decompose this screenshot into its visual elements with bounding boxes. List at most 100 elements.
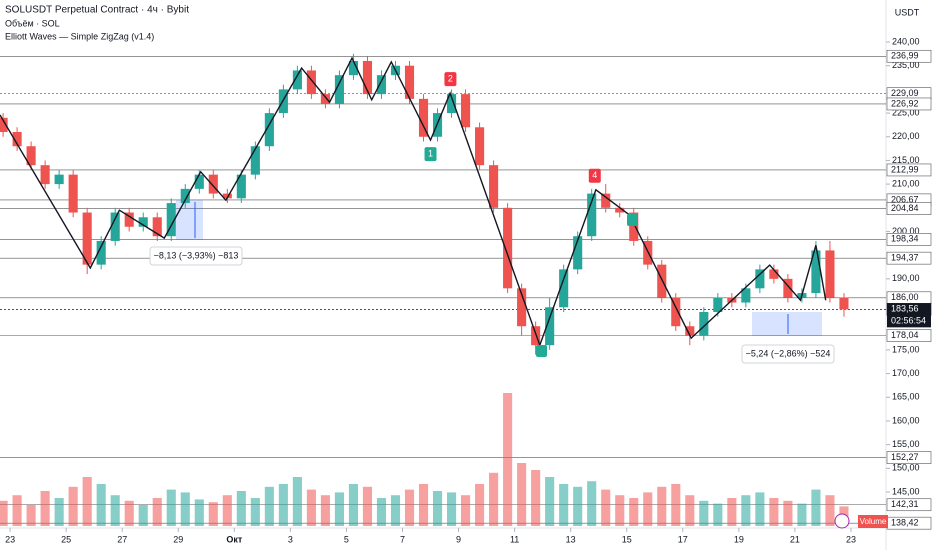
- wave-label: 1: [428, 148, 433, 158]
- candle-body: [615, 207, 625, 213]
- volume-bar: [208, 502, 218, 526]
- volume-bar: [446, 492, 457, 526]
- y-tick-label: 155,00: [892, 439, 920, 449]
- measure-label: −5,24 (−2,86%) −524: [746, 348, 831, 358]
- y-tick-label: 170,00: [892, 368, 920, 378]
- indicator-title: Elliott Waves — Simple ZigZag (v1.4): [5, 31, 154, 41]
- candle-body: [0, 117, 8, 133]
- volume-bar: [40, 491, 50, 526]
- volume-bar: [825, 495, 835, 526]
- volume-bar: [222, 495, 232, 526]
- volume-bar: [376, 498, 387, 526]
- level-label: 183,56: [891, 304, 919, 314]
- level-label: 226,92: [891, 98, 919, 108]
- candle-body: [769, 269, 779, 279]
- candle-body: [657, 264, 667, 298]
- candle-body: [545, 307, 555, 346]
- volume-bar: [489, 472, 499, 526]
- candle-body: [96, 240, 106, 265]
- candle-body: [755, 269, 765, 289]
- candle-body: [82, 212, 92, 265]
- volume-bar: [643, 492, 653, 526]
- candle-body: [461, 94, 471, 128]
- y-tick-label: 210,00: [892, 178, 920, 188]
- currency-label[interactable]: USDT: [895, 7, 920, 17]
- candle-body: [250, 146, 260, 175]
- candle-body: [222, 193, 232, 199]
- candle-body: [517, 288, 527, 327]
- candle-body: [685, 326, 695, 336]
- level-label: 178,04: [891, 330, 919, 340]
- alert-icon[interactable]: [834, 513, 850, 529]
- volume-bar: [685, 495, 695, 526]
- x-tick-label: 23: [5, 534, 15, 544]
- countdown-badge: [887, 315, 931, 328]
- x-tick-label: 7: [400, 534, 405, 544]
- volume-bar: [615, 495, 625, 526]
- level-badge: [886, 329, 932, 342]
- x-tick-label: 5: [344, 534, 349, 544]
- measure-label: −8,13 (−3,93%) −813: [154, 250, 239, 260]
- measure-box: [752, 312, 822, 336]
- volume-badge: [858, 515, 888, 528]
- x-tick-label: 29: [173, 534, 183, 544]
- volume-bar: [110, 495, 120, 526]
- level-badge: [886, 451, 932, 464]
- candle-body: [138, 217, 148, 227]
- zigzag-line: [0, 56, 827, 348]
- y-tick-label: 165,00: [892, 392, 920, 402]
- candle-body: [811, 250, 821, 294]
- candle-body: [531, 326, 541, 346]
- volume-bar: [320, 495, 330, 526]
- volume-bar: [68, 486, 78, 526]
- candle-body: [236, 174, 246, 199]
- wave-marker: [444, 72, 457, 87]
- measure-label-box: [741, 344, 835, 364]
- level-badge: [886, 498, 932, 512]
- volume-bar: [755, 492, 765, 526]
- candle-body: [264, 113, 274, 147]
- volume-bar: [797, 503, 807, 526]
- candle-body: [166, 203, 176, 237]
- candle-body: [503, 207, 513, 289]
- level-badge: [886, 163, 932, 177]
- volume-bar: [152, 498, 162, 526]
- y-tick-label: 225,00: [892, 107, 920, 117]
- volume-bar: [306, 489, 316, 526]
- candle-body: [208, 174, 218, 194]
- candle-body: [110, 212, 120, 241]
- x-tick-label: 11: [510, 534, 519, 544]
- volume-bar: [194, 499, 204, 526]
- candle-body: [587, 193, 597, 237]
- x-tick-label: Окт: [226, 534, 243, 544]
- volume-bar: [0, 500, 8, 526]
- level-label: 204,84: [891, 203, 919, 213]
- volume-bar: [390, 495, 401, 526]
- volume-bar: [629, 498, 639, 526]
- level-label: 212,99: [891, 164, 919, 174]
- candle-body: [489, 165, 499, 208]
- candle-body: [404, 65, 415, 99]
- volume-bar: [96, 484, 106, 526]
- countdown: 02:56:54: [891, 316, 926, 326]
- measure-box: [176, 200, 203, 240]
- level-label: 138,42: [891, 518, 919, 528]
- candle-body: [601, 193, 611, 208]
- volume-bar: [503, 393, 513, 526]
- candle-body: [699, 312, 709, 336]
- level-badge: [886, 233, 932, 246]
- volume-bar: [54, 498, 64, 526]
- volume-bar: [517, 463, 527, 526]
- y-tick-label: 215,00: [892, 155, 920, 165]
- x-tick-label: 13: [566, 534, 576, 544]
- candle-body: [40, 165, 50, 185]
- volume-bar: [278, 484, 288, 526]
- level-label: 142,31: [891, 499, 919, 509]
- candle-body: [152, 217, 162, 237]
- candle-body: [475, 127, 485, 166]
- measure-label-box: [149, 246, 243, 266]
- candle-body: [629, 212, 639, 241]
- candle-body: [741, 288, 751, 303]
- volume-bar: [699, 500, 709, 526]
